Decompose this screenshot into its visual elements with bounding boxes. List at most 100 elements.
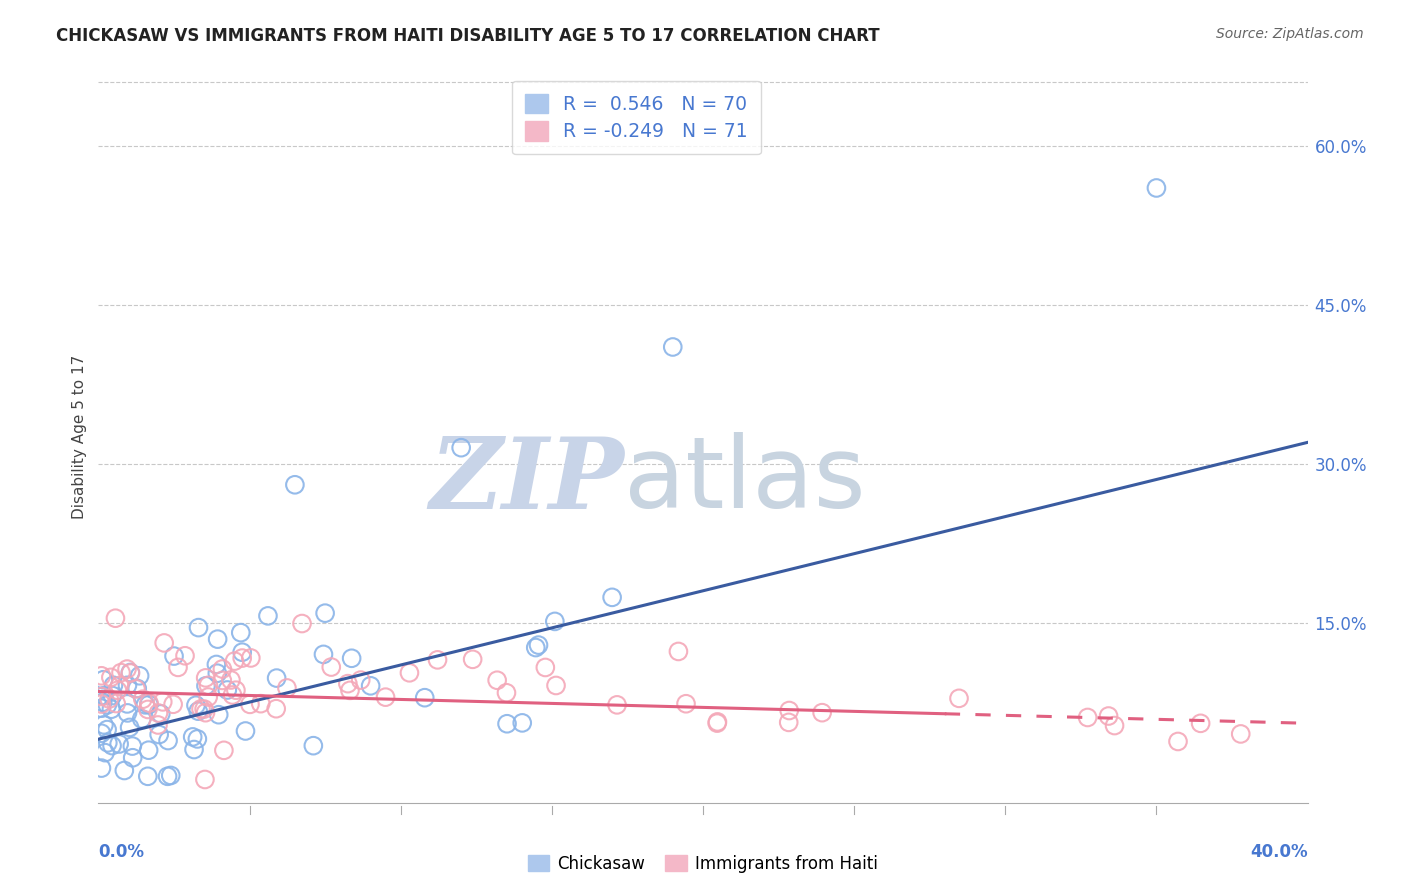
Point [152, 695, 174, 709]
Point [339, 683, 361, 698]
Point [136, 769, 159, 783]
Point [121, 739, 143, 753]
Point [811, 706, 834, 720]
Point [120, 665, 142, 680]
Point [174, 648, 197, 663]
Point [97, 736, 120, 750]
Point [229, 625, 252, 640]
Point [461, 652, 484, 666]
Point [110, 665, 132, 680]
Point [103, 678, 125, 692]
Point [450, 441, 472, 455]
Point [249, 697, 271, 711]
Point [90, 701, 112, 715]
Legend: Chickasaw, Immigrants from Haiti: Chickasaw, Immigrants from Haiti [522, 848, 884, 880]
Point [128, 669, 150, 683]
Point [231, 645, 253, 659]
Point [266, 671, 288, 685]
Point [108, 737, 131, 751]
Point [120, 665, 142, 680]
Point [148, 706, 170, 720]
Point [146, 718, 169, 732]
Point [706, 716, 728, 731]
Point [167, 660, 190, 674]
Point [157, 733, 180, 747]
Point [163, 649, 186, 664]
Point [138, 698, 160, 712]
Point [90, 697, 112, 711]
Point [208, 707, 231, 722]
Point [136, 702, 159, 716]
Point [284, 477, 307, 491]
Point [211, 662, 233, 676]
Text: 0.0%: 0.0% [98, 843, 145, 861]
Point [527, 638, 550, 652]
Point [118, 720, 141, 734]
Point [706, 714, 728, 729]
Point [94, 746, 117, 760]
Point [100, 670, 122, 684]
Point [224, 654, 246, 668]
Point [291, 616, 314, 631]
Text: ZIP: ZIP [429, 433, 624, 529]
Point [314, 606, 336, 620]
Point [544, 678, 567, 692]
Point [948, 691, 970, 706]
Point [219, 673, 242, 687]
Point [115, 662, 138, 676]
Point [194, 772, 217, 787]
Point [181, 730, 204, 744]
Point [98, 692, 121, 706]
Point [778, 715, 800, 730]
Point [212, 743, 235, 757]
Point [132, 692, 155, 706]
Point [239, 698, 262, 712]
Point [93, 718, 115, 732]
Point [257, 608, 280, 623]
Point [131, 712, 153, 726]
Point [159, 768, 181, 782]
Point [104, 611, 127, 625]
Point [183, 742, 205, 756]
Point [194, 671, 217, 685]
Point [661, 340, 683, 354]
Point [486, 673, 509, 688]
Point [205, 657, 228, 672]
Point [115, 697, 138, 711]
Point [186, 731, 208, 746]
Point [197, 690, 219, 704]
Point [107, 683, 129, 698]
Point [350, 673, 373, 687]
Point [600, 591, 623, 605]
Point [105, 697, 128, 711]
Point [149, 706, 172, 721]
Point [127, 681, 149, 696]
Point [207, 632, 229, 647]
Point [96, 723, 118, 737]
Point [544, 615, 567, 629]
Point [90, 690, 112, 704]
Point [138, 696, 160, 710]
Point [194, 706, 217, 720]
Point [156, 769, 179, 783]
Point [90, 726, 112, 740]
Point [121, 751, 143, 765]
Point [239, 651, 262, 665]
Point [495, 686, 517, 700]
Point [398, 665, 420, 680]
Point [336, 676, 359, 690]
Point [321, 660, 343, 674]
Point [117, 706, 139, 720]
Point [184, 698, 207, 713]
Point [90, 669, 112, 683]
Point [221, 688, 243, 702]
Point [534, 660, 557, 674]
Y-axis label: Disability Age 5 to 17: Disability Age 5 to 17 [72, 355, 87, 519]
Point [1144, 181, 1167, 195]
Point [264, 702, 287, 716]
Point [1229, 727, 1251, 741]
Point [91, 695, 114, 709]
Point [374, 690, 396, 705]
Point [1097, 709, 1119, 723]
Point [510, 715, 533, 730]
